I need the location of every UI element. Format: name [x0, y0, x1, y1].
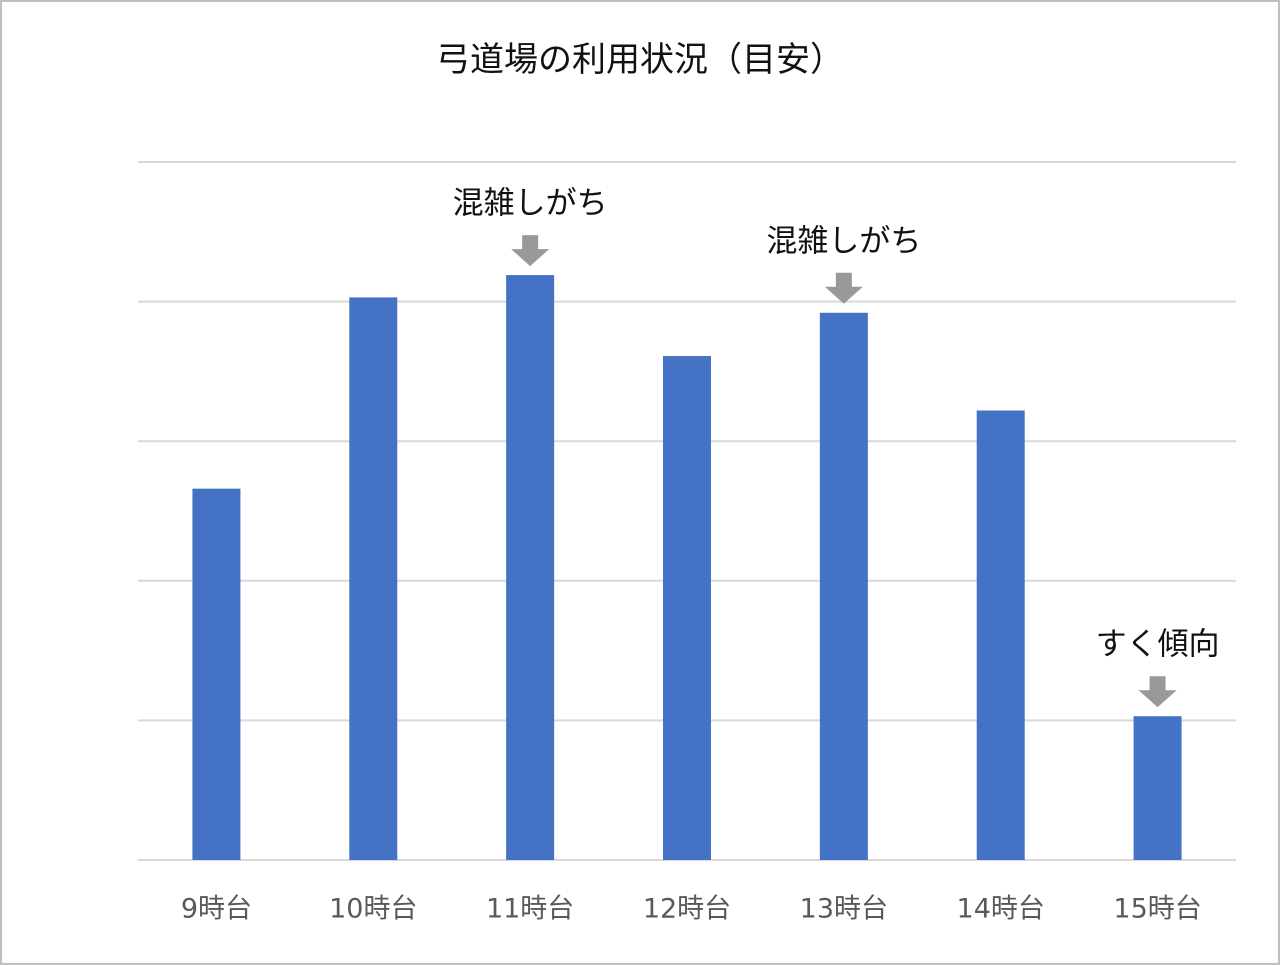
- bar: [506, 275, 555, 860]
- bar: [1133, 716, 1182, 860]
- chart-title: 弓道場の利用状況（目安）: [436, 40, 844, 80]
- bar: [349, 297, 398, 860]
- annotation-arrow: [824, 272, 863, 304]
- x-tick-label: 11時台: [486, 894, 574, 925]
- x-tick-label: 12時台: [643, 894, 731, 925]
- x-tick-label: 15時台: [1113, 894, 1201, 925]
- annotation: すく傾向: [1096, 627, 1220, 663]
- annotation-arrow: [1138, 676, 1177, 708]
- x-tick-label: 10時台: [329, 894, 417, 925]
- bar: [976, 410, 1025, 860]
- bar: [819, 312, 868, 860]
- annotation: 混雑しがち: [766, 223, 921, 259]
- annotation-arrow: [511, 235, 550, 267]
- x-tick-label: 9時台: [181, 894, 252, 925]
- x-tick-label: 13時台: [800, 894, 888, 925]
- x-tick-label: 14時台: [957, 894, 1045, 925]
- bar: [192, 488, 241, 860]
- bar: [663, 356, 711, 860]
- annotation: 混雑しがち: [453, 186, 608, 222]
